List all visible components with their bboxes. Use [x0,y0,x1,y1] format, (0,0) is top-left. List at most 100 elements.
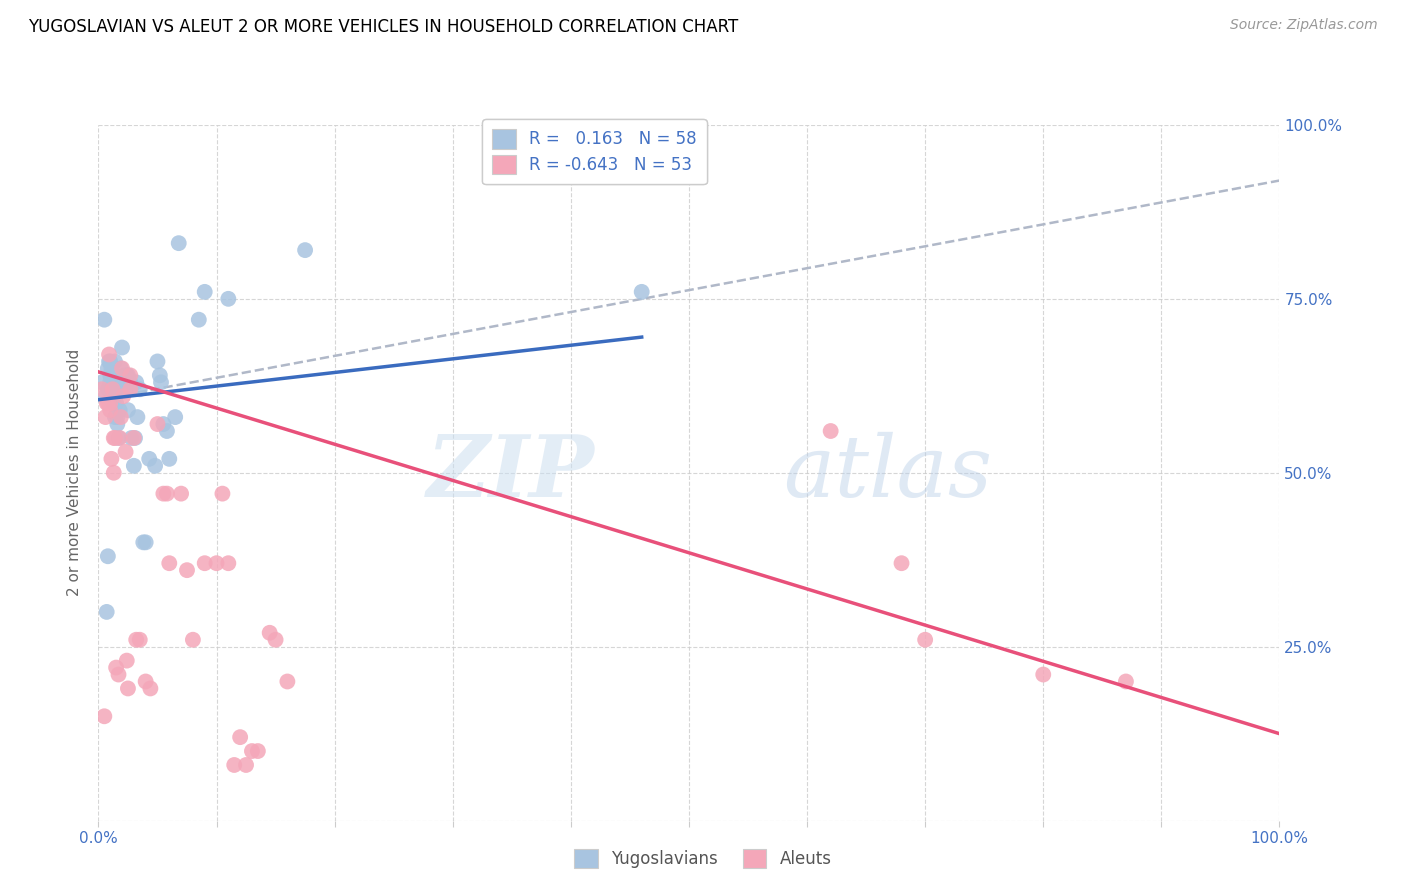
Point [890,556,912,570]
Point [156,424,179,438]
Point [259,625,281,640]
Point [108,431,131,445]
Point [115,654,138,668]
Point [149,368,172,383]
Point [229,730,252,744]
Point [100,451,122,466]
Point [128,382,150,396]
Point [94,389,117,403]
Point [114,382,136,396]
Point [187,312,209,326]
Point [167,236,190,251]
Point [125,632,148,647]
Point [98,347,121,361]
Point [97,361,120,376]
Point [157,451,180,466]
Point [124,431,146,445]
Point [98,354,121,368]
Point [157,556,180,570]
Point [181,632,204,647]
Point [152,486,174,500]
Point [111,341,134,355]
Point [96,396,118,410]
Point [122,431,145,445]
Point [152,417,174,431]
Point [235,758,257,772]
Y-axis label: 2 or more Vehicles in Household: 2 or more Vehicles in Household [67,349,83,597]
Point [93,312,115,326]
Point [98,368,121,383]
Point [105,396,128,410]
Point [93,709,115,723]
Point [194,556,217,570]
Point [101,376,124,390]
Point [125,376,148,390]
Point [135,535,157,549]
Point [170,486,193,500]
Point [132,535,155,549]
Text: Source: ZipAtlas.com: Source: ZipAtlas.com [1230,18,1378,32]
Point [104,376,127,390]
Point [122,458,145,473]
Point [138,451,160,466]
Point [108,382,131,396]
Point [117,681,139,696]
Point [276,674,298,689]
Point [121,431,143,445]
Point [111,361,134,376]
Point [294,243,316,257]
Point [205,556,228,570]
Point [120,376,142,390]
Point [97,382,120,396]
Point [108,403,131,417]
Point [101,382,124,396]
Point [107,667,129,681]
Point [97,549,120,564]
Legend: Yugoslavians, Aleuts: Yugoslavians, Aleuts [568,842,838,875]
Point [94,410,117,425]
Point [98,354,121,368]
Point [105,382,128,396]
Point [91,382,114,396]
Point [103,368,125,383]
Point [115,368,138,383]
Point [107,376,129,390]
Point [176,563,198,577]
Point [98,403,121,417]
Point [117,403,139,417]
Point [264,632,287,647]
Point [630,285,652,299]
Point [128,632,150,647]
Point [150,376,173,390]
Point [112,389,135,403]
Point [91,376,114,390]
Point [117,368,139,383]
Point [98,376,121,390]
Point [143,458,166,473]
Point [97,396,120,410]
Point [107,431,129,445]
Point [104,354,127,368]
Point [246,744,269,758]
Legend: R =   0.163   N = 58, R = -0.643   N = 53: R = 0.163 N = 58, R = -0.643 N = 53 [482,120,707,185]
Point [1032,667,1054,681]
Point [135,674,157,689]
Point [211,486,233,500]
Point [914,632,936,647]
Point [165,410,187,425]
Point [146,417,169,431]
Point [820,424,842,438]
Point [103,466,125,480]
Text: ZIP: ZIP [426,431,595,515]
Point [105,417,128,431]
Point [105,410,128,425]
Point [240,744,263,758]
Point [100,368,122,383]
Text: YUGOSLAVIAN VS ALEUT 2 OR MORE VEHICLES IN HOUSEHOLD CORRELATION CHART: YUGOSLAVIAN VS ALEUT 2 OR MORE VEHICLES … [28,18,738,36]
Point [217,556,239,570]
Point [100,361,122,376]
Point [104,410,127,425]
Point [101,382,124,396]
Point [105,660,128,674]
Point [120,382,142,396]
